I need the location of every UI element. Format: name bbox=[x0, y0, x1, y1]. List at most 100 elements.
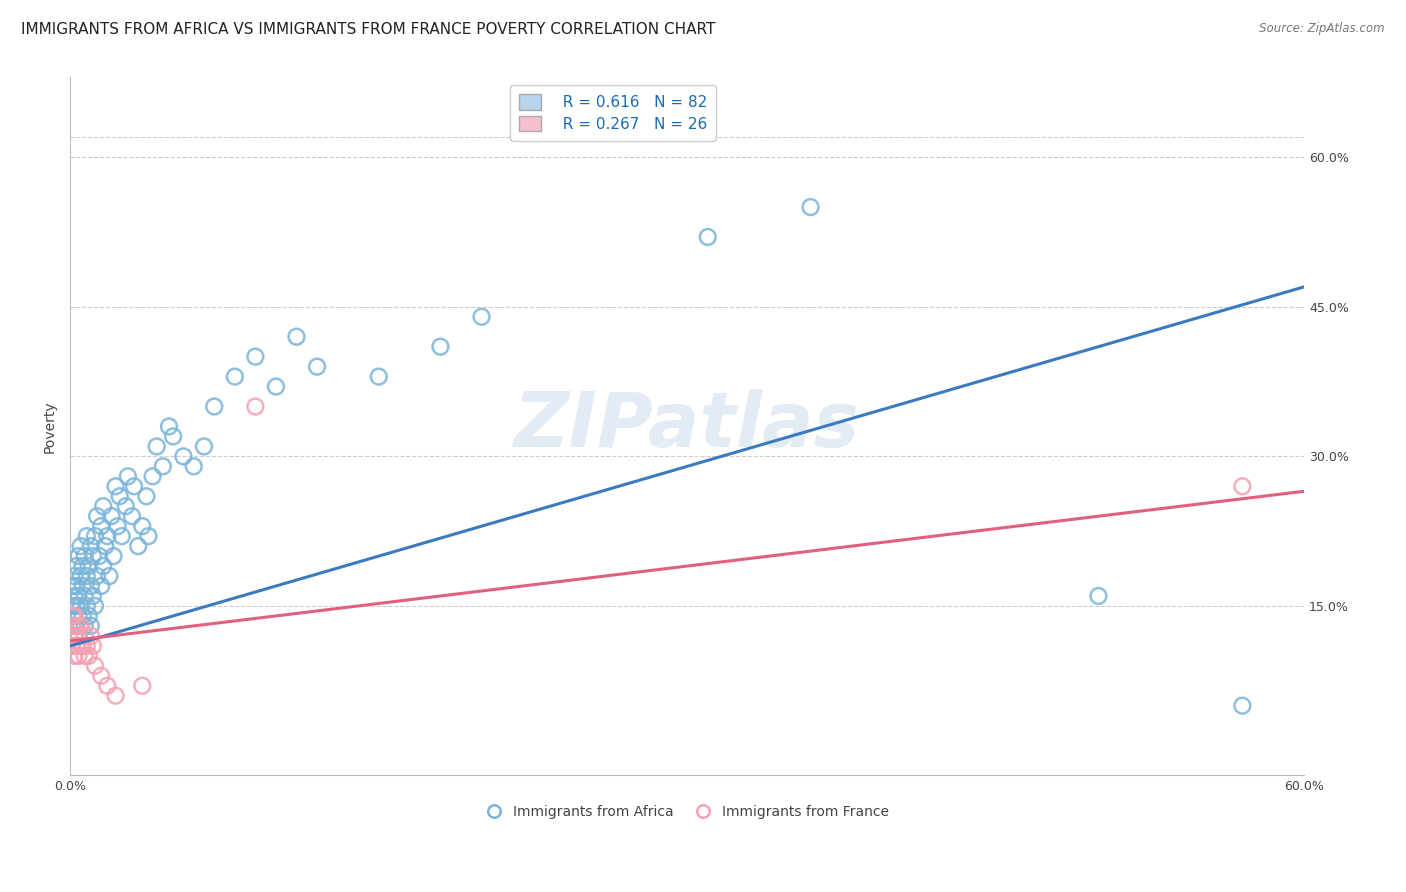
Point bbox=[60, 639, 83, 653]
Point bbox=[800, 200, 823, 214]
Point bbox=[65, 579, 87, 593]
Point bbox=[80, 539, 103, 553]
Point bbox=[104, 479, 127, 493]
Point bbox=[76, 569, 98, 583]
Point bbox=[82, 639, 104, 653]
Point bbox=[142, 469, 165, 483]
Point bbox=[80, 629, 103, 643]
Point bbox=[63, 569, 86, 583]
Point bbox=[114, 500, 136, 514]
Point bbox=[157, 419, 180, 434]
Point bbox=[98, 569, 121, 583]
Point bbox=[82, 589, 104, 603]
Point bbox=[60, 619, 83, 633]
Point bbox=[82, 549, 104, 563]
Point bbox=[67, 629, 90, 643]
Point bbox=[73, 589, 96, 603]
Point bbox=[72, 559, 94, 574]
Point bbox=[100, 509, 122, 524]
Point bbox=[90, 579, 112, 593]
Point bbox=[131, 519, 153, 533]
Point bbox=[91, 500, 114, 514]
Legend: Immigrants from Africa, Immigrants from France: Immigrants from Africa, Immigrants from … bbox=[479, 799, 894, 824]
Point bbox=[63, 648, 86, 663]
Point bbox=[117, 469, 139, 483]
Point bbox=[63, 608, 86, 623]
Point bbox=[72, 579, 94, 593]
Point bbox=[80, 579, 103, 593]
Point bbox=[131, 679, 153, 693]
Point bbox=[86, 569, 108, 583]
Point bbox=[696, 230, 718, 244]
Point bbox=[94, 539, 117, 553]
Point bbox=[172, 450, 194, 464]
Point bbox=[65, 599, 87, 613]
Point bbox=[69, 569, 91, 583]
Text: ZIPatlas: ZIPatlas bbox=[515, 390, 860, 464]
Text: Source: ZipAtlas.com: Source: ZipAtlas.com bbox=[1260, 22, 1385, 36]
Point bbox=[245, 400, 267, 414]
Point bbox=[63, 608, 86, 623]
Point bbox=[202, 400, 225, 414]
Point bbox=[90, 669, 112, 683]
Point bbox=[77, 608, 100, 623]
Point bbox=[63, 589, 86, 603]
Point bbox=[285, 329, 308, 343]
Point bbox=[108, 489, 131, 503]
Point bbox=[77, 559, 100, 574]
Text: IMMIGRANTS FROM AFRICA VS IMMIGRANTS FROM FRANCE POVERTY CORRELATION CHART: IMMIGRANTS FROM AFRICA VS IMMIGRANTS FRO… bbox=[21, 22, 716, 37]
Point bbox=[103, 549, 125, 563]
Point bbox=[96, 679, 118, 693]
Point bbox=[63, 629, 86, 643]
Point bbox=[63, 629, 86, 643]
Point bbox=[162, 429, 184, 443]
Point bbox=[135, 489, 157, 503]
Point bbox=[127, 539, 149, 553]
Point bbox=[104, 689, 127, 703]
Point bbox=[1087, 589, 1109, 603]
Point bbox=[65, 639, 87, 653]
Point bbox=[67, 629, 90, 643]
Point bbox=[96, 529, 118, 543]
Point bbox=[1232, 479, 1254, 493]
Point bbox=[76, 599, 98, 613]
Point bbox=[76, 529, 98, 543]
Point bbox=[60, 608, 83, 623]
Point bbox=[73, 619, 96, 633]
Point bbox=[91, 559, 114, 574]
Point bbox=[245, 350, 267, 364]
Point bbox=[193, 439, 215, 453]
Point bbox=[69, 639, 91, 653]
Point bbox=[67, 549, 90, 563]
Point bbox=[429, 340, 451, 354]
Point bbox=[84, 658, 107, 673]
Point bbox=[224, 369, 246, 384]
Point bbox=[87, 549, 110, 563]
Point bbox=[60, 579, 83, 593]
Point bbox=[138, 529, 160, 543]
Point bbox=[67, 648, 90, 663]
Point bbox=[73, 629, 96, 643]
Point bbox=[183, 459, 205, 474]
Point bbox=[1232, 698, 1254, 713]
Point bbox=[73, 648, 96, 663]
Y-axis label: Poverty: Poverty bbox=[44, 401, 58, 453]
Point bbox=[86, 509, 108, 524]
Point bbox=[77, 648, 100, 663]
Point bbox=[90, 519, 112, 533]
Point bbox=[84, 599, 107, 613]
Point bbox=[69, 539, 91, 553]
Point bbox=[67, 589, 90, 603]
Point bbox=[69, 619, 91, 633]
Point bbox=[367, 369, 389, 384]
Point bbox=[111, 529, 134, 543]
Point bbox=[121, 509, 143, 524]
Point bbox=[80, 619, 103, 633]
Point bbox=[65, 619, 87, 633]
Point bbox=[69, 599, 91, 613]
Point bbox=[145, 439, 167, 453]
Point bbox=[76, 639, 98, 653]
Point bbox=[60, 599, 83, 613]
Point bbox=[65, 619, 87, 633]
Point bbox=[72, 608, 94, 623]
